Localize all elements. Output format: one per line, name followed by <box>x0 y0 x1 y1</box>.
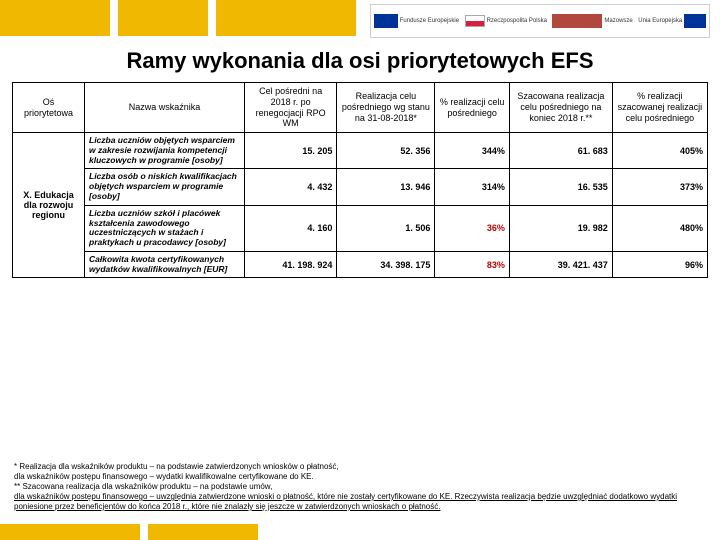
logo-rp: Rzeczpospolita Polska <box>465 15 547 27</box>
main-table-wrap: Oś priorytetowa Nazwa wskaźnika Cel pośr… <box>12 82 708 278</box>
header-seg <box>110 0 118 36</box>
axis-cell: X. Edukacja dla rozwoju regionu <box>13 133 85 278</box>
real-cell: 52. 356 <box>337 133 435 169</box>
szac-cell: 16. 535 <box>509 169 612 205</box>
footer-accent-bar <box>0 524 258 540</box>
footnote-line: ** Szacowana realizacja dla wskaźników p… <box>14 482 706 492</box>
szac-cell: 61. 683 <box>509 133 612 169</box>
logo-label: Mazowsze <box>604 18 632 24</box>
header-seg <box>0 0 110 36</box>
th-pct1: % realizacji celu pośredniego <box>435 83 509 133</box>
footnote-line: dla wskaźników postępu finansowego – wyd… <box>14 472 706 482</box>
cel-cell: 15. 205 <box>245 133 337 169</box>
logo-maz: Mazowsze <box>552 14 632 28</box>
page-title: Ramy wykonania dla osi priorytetowych EF… <box>0 48 720 74</box>
footer-seg <box>0 524 140 540</box>
logo-label: Unia Europejska <box>638 18 682 24</box>
th-szac: Szacowana realizacja celu pośredniego na… <box>509 83 612 133</box>
th-real: Realizacja celu pośredniego wg stanu na … <box>337 83 435 133</box>
pct2-cell: 480% <box>612 205 707 251</box>
table-header-row: Oś priorytetowa Nazwa wskaźnika Cel pośr… <box>13 83 708 133</box>
pct2-cell: 405% <box>612 133 707 169</box>
logo-label: Fundusze Europejskie <box>400 18 459 24</box>
pct1-cell: 83% <box>435 251 509 278</box>
footnotes: * Realizacja dla wskaźników produktu – n… <box>14 462 706 512</box>
table-row: Całkowita kwota certyfikowanych wydatków… <box>13 251 708 278</box>
cel-cell: 41. 198. 924 <box>245 251 337 278</box>
header-seg <box>208 0 216 36</box>
logo-strip: Fundusze Europejskie Rzeczpospolita Pols… <box>370 4 710 38</box>
table-row: Liczba uczniów szkół i placówek kształce… <box>13 205 708 251</box>
footnote-line: * Realizacja dla wskaźników produktu – n… <box>14 462 706 472</box>
th-indicator: Nazwa wskaźnika <box>85 83 245 133</box>
header-seg <box>216 0 356 36</box>
footnote-line: dla wskaźników postępu finansowego – uwz… <box>14 492 706 512</box>
cel-cell: 4. 432 <box>245 169 337 205</box>
pct1-cell: 314% <box>435 169 509 205</box>
footer-seg <box>148 524 258 540</box>
th-cel: Cel pośredni na 2018 r. po renegocjacji … <box>245 83 337 133</box>
main-table: Oś priorytetowa Nazwa wskaźnika Cel pośr… <box>12 82 708 278</box>
szac-cell: 39. 421. 437 <box>509 251 612 278</box>
table-row: X. Edukacja dla rozwoju regionu Liczba u… <box>13 133 708 169</box>
table-body: X. Edukacja dla rozwoju regionu Liczba u… <box>13 133 708 278</box>
pct1-cell: 344% <box>435 133 509 169</box>
indicator-cell: Całkowita kwota certyfikowanych wydatków… <box>85 251 245 278</box>
real-cell: 34. 398. 175 <box>337 251 435 278</box>
footer-seg <box>140 524 148 540</box>
indicator-cell: Liczba uczniów objętych wsparciem w zakr… <box>85 133 245 169</box>
cel-cell: 4. 160 <box>245 205 337 251</box>
table-row: Liczba osób o niskich kwalifikacjach obj… <box>13 169 708 205</box>
real-cell: 1. 506 <box>337 205 435 251</box>
indicator-cell: Liczba osób o niskich kwalifikacjach obj… <box>85 169 245 205</box>
real-cell: 13. 946 <box>337 169 435 205</box>
logo-fe: Fundusze Europejskie <box>374 14 459 28</box>
pct2-cell: 96% <box>612 251 707 278</box>
pct2-cell: 373% <box>612 169 707 205</box>
header-accent-bar <box>0 0 356 36</box>
logo-ue: Unia Europejska <box>638 14 706 28</box>
th-pct2: % realizacji szacowanej realizacji celu … <box>612 83 707 133</box>
header-seg <box>118 0 208 36</box>
logo-label: Rzeczpospolita Polska <box>487 18 547 24</box>
pct1-cell: 36% <box>435 205 509 251</box>
szac-cell: 19. 982 <box>509 205 612 251</box>
indicator-cell: Liczba uczniów szkół i placówek kształce… <box>85 205 245 251</box>
th-axis: Oś priorytetowa <box>13 83 85 133</box>
